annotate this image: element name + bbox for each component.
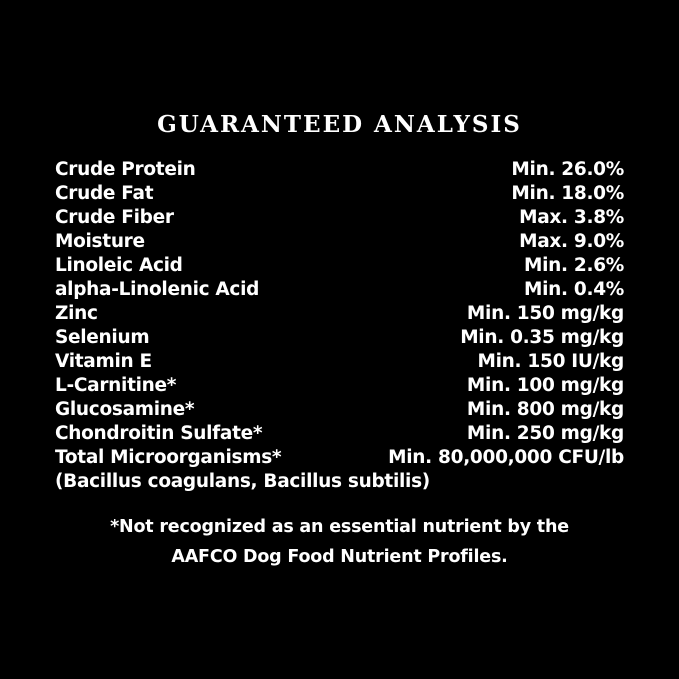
table-row: Crude Fat Min. 18.0%	[55, 182, 624, 206]
row-value: Min. 26.0%	[511, 159, 624, 180]
row-value: Min. 80,000,000 CFU/lb	[388, 447, 624, 468]
row-value: Min. 18.0%	[511, 183, 624, 204]
row-label: Moisture	[55, 231, 145, 252]
row-label: L-Carnitine*	[55, 375, 177, 396]
row-label: Zinc	[55, 303, 98, 324]
row-value: Min. 150 IU/kg	[477, 351, 625, 372]
table-row: Selenium Min. 0.35 mg/kg	[55, 326, 624, 350]
row-value: Min. 800 mg/kg	[466, 399, 624, 420]
analysis-table: Crude Protein Min. 26.0% Crude Fat Min. 18…	[55, 158, 624, 494]
table-row: alpha-Linolenic Acid Min. 0.4%	[55, 278, 624, 302]
footnote-line: AAFCO Dog Food Nutrient Profiles.	[171, 547, 508, 567]
table-row: Vitamin E Min. 150 IU/kg	[55, 350, 624, 374]
table-row: L-Carnitine* Min. 100 mg/kg	[55, 374, 624, 398]
row-label: Linoleic Acid	[55, 255, 183, 276]
row-label: Vitamin E	[55, 351, 152, 372]
table-row: Total Microorganisms* Min. 80,000,000 CFU…	[55, 446, 624, 470]
row-value: Min. 0.4%	[524, 279, 624, 300]
row-value: Min. 2.6%	[524, 255, 624, 276]
page-title: GUARANTEED ANALYSIS	[157, 111, 522, 138]
row-label: Selenium	[55, 327, 150, 348]
footnote: *Not recognized as an essential nutrient…	[0, 512, 679, 572]
row-label: Glucosamine*	[55, 399, 195, 420]
row-label: Crude Protein	[55, 159, 196, 180]
table-row: Chondroitin Sulfate* Min. 250 mg/kg	[55, 422, 624, 446]
row-value: Min. 100 mg/kg	[466, 375, 624, 396]
row-label: (Bacillus coagulans, Bacillus subtilis)	[55, 471, 430, 492]
row-value: Min. 250 mg/kg	[466, 423, 624, 444]
row-value: Min. 150 mg/kg	[466, 303, 624, 324]
row-label: Chondroitin Sulfate*	[55, 423, 263, 444]
table-row: Linoleic Acid Min. 2.6%	[55, 254, 624, 278]
table-row: Crude Fiber Max. 3.8%	[55, 206, 624, 230]
row-label: Crude Fat	[55, 183, 154, 204]
row-label: Total Microorganisms*	[55, 447, 282, 468]
table-row: Zinc Min. 150 mg/kg	[55, 302, 624, 326]
table-row: Glucosamine* Min. 800 mg/kg	[55, 398, 624, 422]
table-row: Moisture Max. 9.0%	[55, 230, 624, 254]
row-value: Min. 0.35 mg/kg	[460, 327, 624, 348]
table-row: Crude Protein Min. 26.0%	[55, 158, 624, 182]
row-value: Max. 3.8%	[519, 207, 624, 228]
table-row: (Bacillus coagulans, Bacillus subtilis)	[55, 470, 624, 494]
row-label: Crude Fiber	[55, 207, 174, 228]
row-value: Max. 9.0%	[519, 231, 624, 252]
footnote-line: *Not recognized as an essential nutrient…	[110, 517, 569, 537]
row-label: alpha-Linolenic Acid	[55, 279, 260, 300]
